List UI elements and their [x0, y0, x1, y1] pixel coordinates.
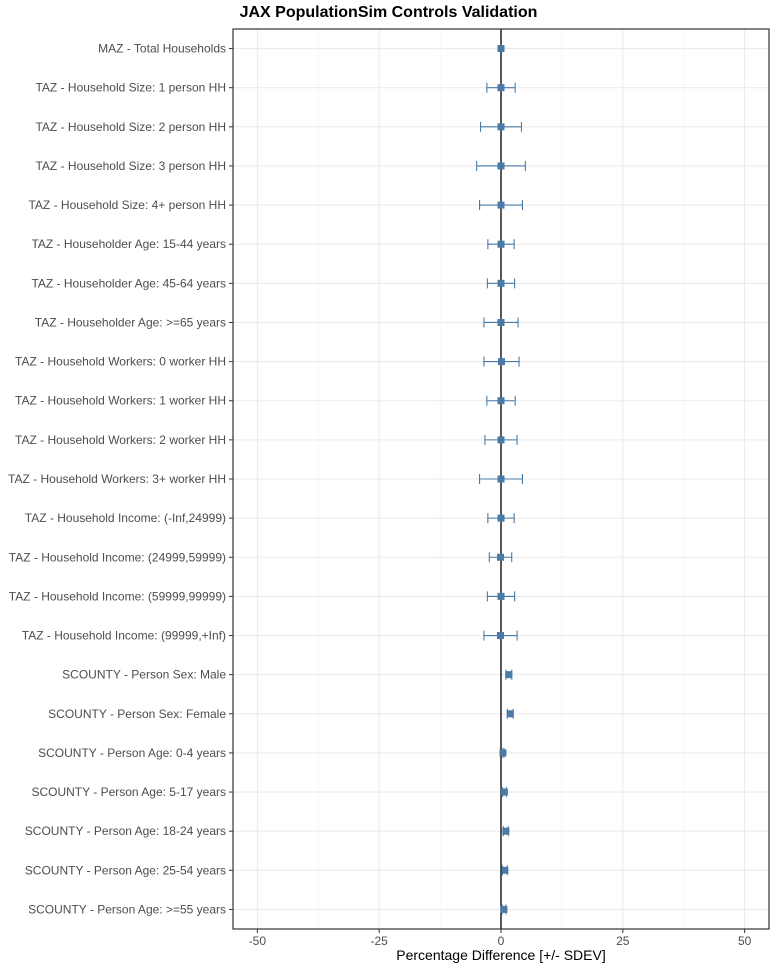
data-point [497, 475, 505, 483]
category-label: SCOUNTY - Person Age: 5-17 years [31, 785, 226, 799]
chart-title: JAX PopulationSim Controls Validation [239, 4, 538, 21]
x-tick-label: -50 [249, 934, 267, 948]
data-point [497, 632, 505, 640]
x-tick-label: 50 [738, 934, 752, 948]
category-label: SCOUNTY - Person Age: >=55 years [28, 902, 226, 916]
category-label: TAZ - Household Income: (-Inf,24999) [25, 511, 226, 525]
data-point [497, 397, 505, 405]
x-tick-label: 0 [498, 934, 505, 948]
data-point [500, 788, 508, 796]
category-label: SCOUNTY - Person Sex: Female [48, 707, 226, 721]
data-point [505, 671, 513, 679]
category-label: TAZ - Household Income: (59999,99999) [9, 589, 226, 603]
category-label: SCOUNTY - Person Age: 25-54 years [25, 863, 226, 877]
data-point [501, 866, 509, 874]
category-label: SCOUNTY - Person Age: 0-4 years [38, 746, 226, 760]
data-point [497, 358, 505, 366]
category-label: TAZ - Household Income: (99999,+Inf) [22, 629, 226, 643]
x-tick-label: 25 [616, 934, 630, 948]
category-label: SCOUNTY - Person Sex: Male [62, 668, 226, 682]
category-label: TAZ - Household Size: 2 person HH [35, 120, 226, 134]
data-point [497, 514, 505, 522]
data-point [497, 84, 505, 92]
data-point [497, 279, 505, 287]
data-point [497, 162, 505, 170]
category-label: TAZ - Household Workers: 3+ worker HH [8, 472, 226, 486]
category-label: TAZ - Householder Age: 45-64 years [31, 276, 226, 290]
category-label: MAZ - Total Households [98, 42, 226, 56]
data-point [502, 827, 510, 835]
category-label: TAZ - Household Income: (24999,59999) [9, 550, 226, 564]
category-label: TAZ - Household Size: 1 person HH [35, 81, 226, 95]
data-point [497, 240, 505, 248]
data-point [497, 318, 505, 326]
data-point [497, 123, 505, 131]
data-point [497, 201, 505, 209]
category-label: TAZ - Household Size: 4+ person HH [28, 198, 226, 212]
category-label: TAZ - Household Size: 3 person HH [35, 159, 226, 173]
category-label: SCOUNTY - Person Age: 18-24 years [25, 824, 226, 838]
x-axis-title: Percentage Difference [+/- SDEV] [396, 947, 606, 963]
category-label: TAZ - Household Workers: 1 worker HH [15, 394, 226, 408]
data-point [497, 45, 505, 53]
data-point [497, 553, 505, 561]
data-point [500, 905, 508, 913]
data-point [499, 749, 507, 757]
data-point [497, 436, 505, 444]
category-label: TAZ - Householder Age: 15-44 years [31, 237, 226, 251]
x-tick-label: -25 [371, 934, 389, 948]
data-point [506, 710, 514, 718]
category-label: TAZ - Household Workers: 2 worker HH [15, 433, 226, 447]
data-point [497, 592, 505, 600]
category-label: TAZ - Household Workers: 0 worker HH [15, 355, 226, 369]
category-label: TAZ - Householder Age: >=65 years [35, 315, 226, 329]
